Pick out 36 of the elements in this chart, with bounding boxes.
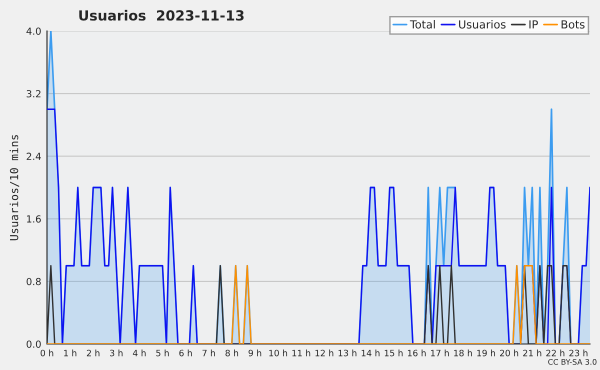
x-tick-label: 9 h xyxy=(248,350,262,356)
x-tick-label: 18 h xyxy=(454,350,472,356)
y-tick-label: 3.2 xyxy=(26,90,40,98)
y-tick-label: 4.0 xyxy=(26,27,41,35)
x-tick-label: 4 h xyxy=(132,350,146,356)
x-tick-label: 5 h xyxy=(156,350,169,356)
legend-label: Usuarios xyxy=(459,20,506,29)
x-tick-label: 12 h xyxy=(316,350,334,356)
chart-title: Usuarios 2023-11-13 xyxy=(79,10,244,21)
legend-label: IP xyxy=(529,20,538,28)
x-tick-label: 0 h xyxy=(40,350,54,356)
x-tick-label: 1 h xyxy=(64,350,76,356)
x-tick-label: 22 h xyxy=(546,350,564,356)
y-axis-title: Usuarios/10 mins xyxy=(10,135,20,240)
x-tick-label: 16 h xyxy=(408,350,426,356)
x-tick-label: 11 h xyxy=(292,350,310,356)
x-tick-label: 2 h xyxy=(86,350,100,356)
x-tick-label: 6 h xyxy=(179,350,192,356)
y-tick-label: 2.4 xyxy=(26,152,41,160)
y-tick-label: 1.6 xyxy=(27,215,41,223)
x-tick-label: 14 h xyxy=(362,350,380,356)
x-tick-label: 17 h xyxy=(431,350,449,356)
y-tick-label: 0.0 xyxy=(26,340,41,348)
y-tick-label: 0.8 xyxy=(26,278,41,286)
x-tick-label: 21 h xyxy=(523,350,542,356)
x-tick-label: 10 h xyxy=(269,350,288,356)
x-tick-label: 7 h xyxy=(202,350,215,356)
x-tick-label: 19 h xyxy=(477,350,496,356)
x-tick-label: 13 h xyxy=(338,350,356,356)
x-tick-label: 3 h xyxy=(110,350,123,356)
x-tick-label: 23 h xyxy=(569,350,588,356)
legend-label: Total xyxy=(410,20,435,29)
x-tick-label: 8 h xyxy=(226,350,238,356)
x-tick-label: 15 h xyxy=(384,350,403,356)
x-tick-label: 20 h xyxy=(500,350,518,356)
legend-label: Bots xyxy=(562,20,585,29)
